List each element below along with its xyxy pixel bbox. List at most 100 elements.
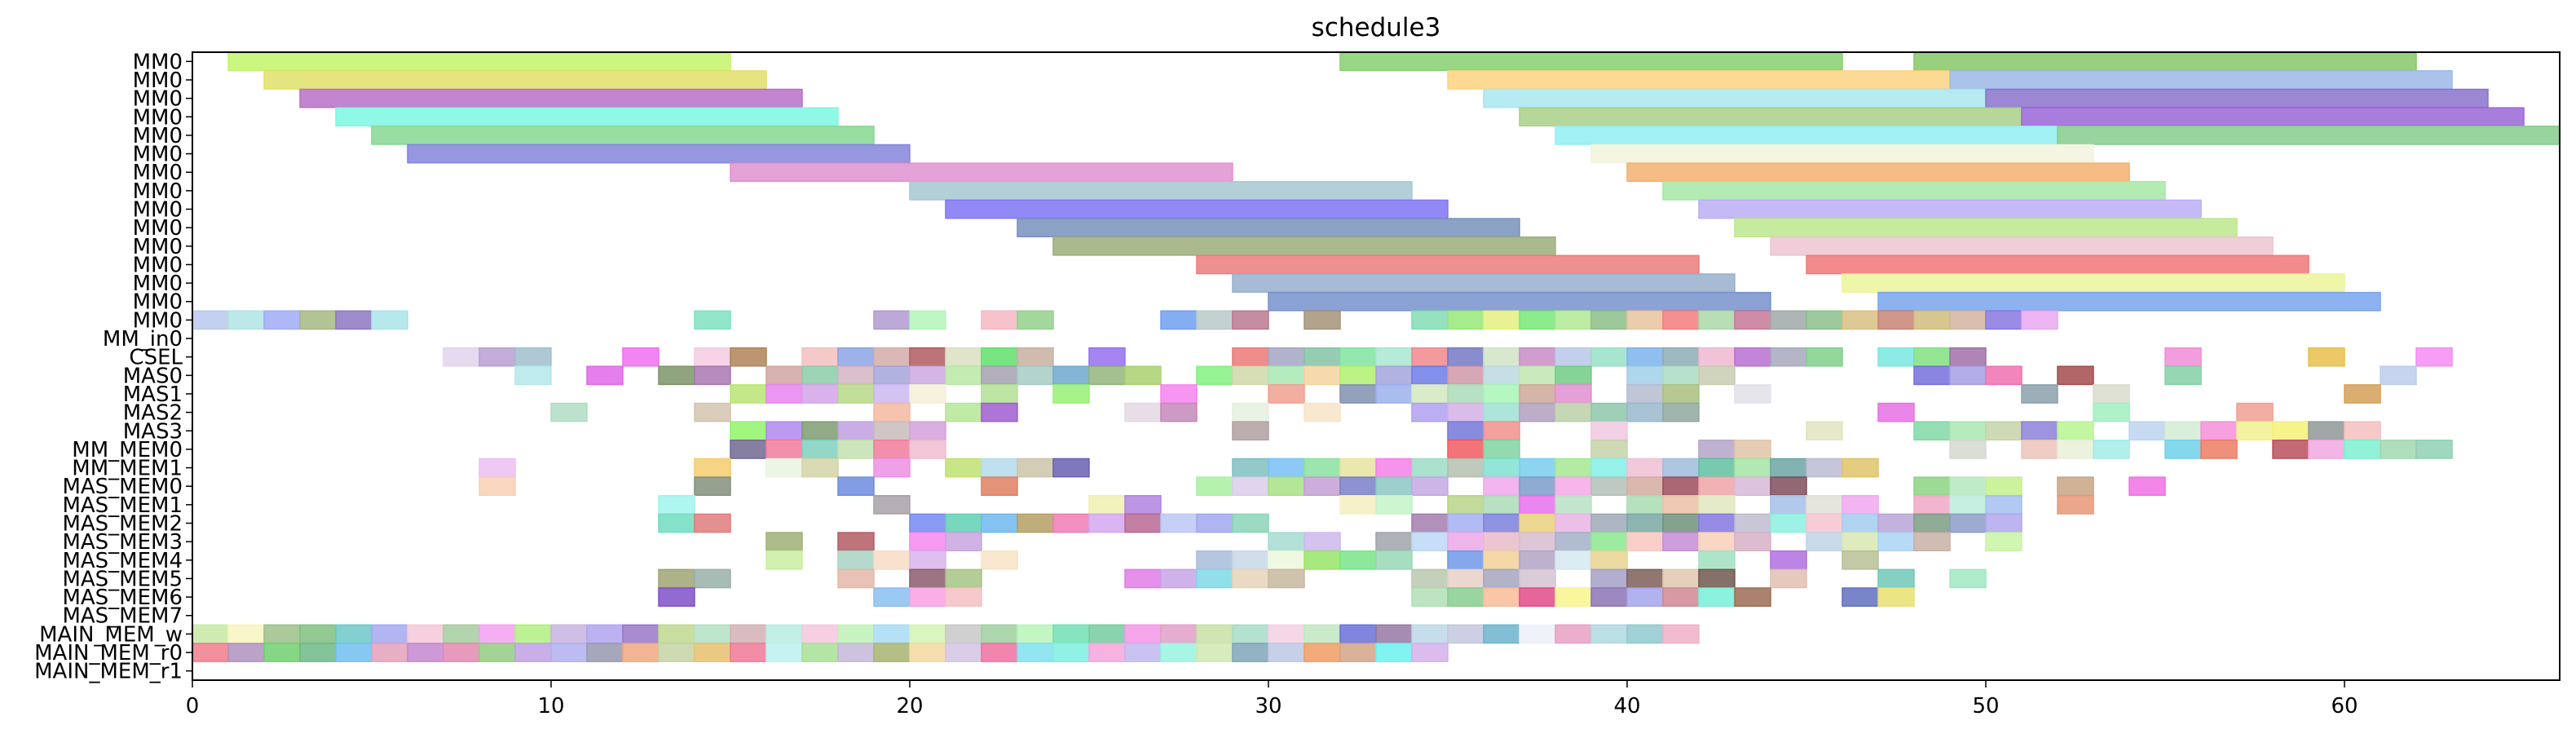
task-bar	[1590, 421, 1628, 441]
task-bar	[550, 643, 588, 662]
task-bar	[1842, 513, 1879, 533]
task-bar	[2164, 365, 2202, 386]
task-bar	[1770, 347, 1807, 367]
task-bar	[1483, 532, 1520, 551]
task-bar	[263, 643, 301, 662]
task-bar	[2057, 476, 2094, 497]
task-bar	[2415, 347, 2453, 367]
task-bar	[1985, 495, 2022, 515]
task-bar	[730, 347, 767, 367]
task-bar	[1985, 532, 2022, 551]
row-label: MAS_MEM1	[62, 493, 183, 518]
task-bar	[1913, 495, 1951, 515]
task-bar	[1626, 513, 1664, 533]
task-bar	[730, 384, 767, 404]
task-bar	[1555, 550, 1592, 570]
task-bar	[1698, 532, 1736, 551]
task-bar	[1806, 458, 1843, 478]
task-bar	[765, 384, 803, 404]
task-bar	[1483, 310, 1520, 330]
task-bar	[945, 402, 982, 422]
task-bar	[1447, 421, 1484, 441]
task-bar	[730, 624, 767, 644]
task-bar	[2093, 440, 2130, 459]
task-bar	[765, 421, 803, 441]
task-bar	[1662, 181, 2166, 201]
task-bar	[1052, 643, 1090, 662]
task-bar	[945, 568, 982, 589]
task-bar	[1268, 384, 1305, 404]
task-bar	[1590, 347, 1628, 367]
task-bar	[1877, 291, 2381, 312]
task-bar	[945, 347, 982, 367]
row-label: MM0	[133, 253, 183, 277]
task-bar	[1949, 310, 1987, 330]
task-bar	[945, 513, 982, 533]
task-bar	[1877, 310, 1915, 330]
task-bar	[2164, 440, 2202, 459]
task-bar	[1626, 347, 1664, 367]
task-bar	[1017, 218, 1520, 237]
task-bar	[1232, 402, 1269, 422]
task-bar	[1268, 476, 1305, 497]
task-bar	[1375, 550, 1413, 570]
task-bar	[1411, 310, 1449, 330]
task-bar	[1268, 291, 1771, 312]
task-bar	[550, 624, 588, 644]
task-bar	[622, 624, 659, 644]
task-bar	[1734, 587, 1771, 607]
task-bar	[1662, 624, 1700, 644]
task-bar	[694, 624, 731, 644]
task-bar	[1339, 550, 1377, 570]
task-bar	[1842, 310, 1879, 330]
row-label: MM0	[133, 290, 183, 315]
task-bar	[1734, 347, 1771, 367]
row-label: MM0	[133, 198, 183, 223]
task-bars	[192, 51, 2561, 662]
task-bar	[801, 440, 839, 459]
task-bar	[1483, 495, 1520, 515]
task-bar	[1519, 402, 1556, 422]
task-bar	[694, 513, 731, 533]
row-label: MM0	[133, 50, 183, 74]
task-bar	[1698, 568, 1736, 589]
task-bar	[945, 458, 982, 478]
row-label: MM_in0	[103, 327, 183, 352]
task-bar	[1375, 624, 1413, 644]
task-bar	[909, 568, 946, 589]
task-bar	[981, 513, 1018, 533]
task-bar	[1268, 458, 1305, 478]
task-bar	[1447, 550, 1484, 570]
task-bar	[1555, 126, 2058, 145]
task-bar	[765, 458, 803, 478]
task-bar	[1770, 476, 1807, 497]
task-bar	[1949, 70, 2453, 90]
task-bar	[873, 402, 911, 422]
task-bar	[909, 310, 946, 330]
task-bar	[1268, 532, 1305, 551]
task-bar	[479, 643, 516, 662]
task-bar	[1949, 440, 1987, 459]
task-bar	[694, 402, 731, 422]
task-bar	[1913, 51, 2417, 72]
task-bar	[1303, 624, 1341, 644]
task-bar	[1232, 458, 1269, 478]
task-bar	[1483, 476, 1520, 497]
task-bar	[873, 643, 911, 662]
row-label: MAS_MEM5	[62, 567, 183, 591]
task-bar	[1483, 88, 1987, 108]
task-bar	[694, 643, 731, 662]
task-bar	[1232, 643, 1269, 662]
task-bar	[1662, 532, 1700, 551]
task-bar	[1088, 347, 1126, 367]
task-bar	[981, 458, 1018, 478]
task-bar	[1913, 365, 1951, 386]
task-bar	[1411, 624, 1449, 644]
task-bar	[2344, 384, 2381, 404]
task-bar	[945, 587, 982, 607]
task-bar	[837, 550, 875, 570]
task-bar	[1662, 587, 1700, 607]
task-bar	[1770, 236, 2274, 256]
task-bar	[2272, 421, 2309, 441]
task-bar	[837, 476, 875, 497]
